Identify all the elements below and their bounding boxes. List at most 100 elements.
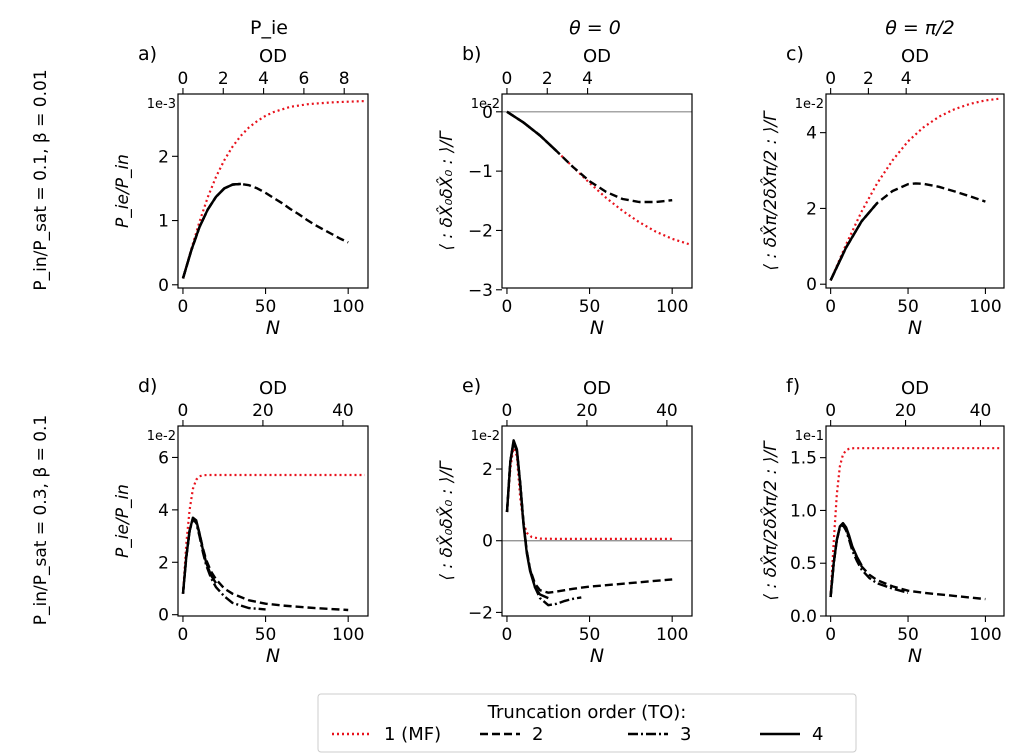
x-tick-label: 0 bbox=[502, 297, 513, 317]
series-line-to-2 bbox=[181, 182, 349, 279]
y-tick-label: 4 bbox=[158, 501, 169, 521]
top-tick-label: 40 bbox=[332, 401, 354, 421]
top-tick-label: 40 bbox=[970, 401, 992, 421]
legend-label: 3 bbox=[680, 724, 691, 745]
top-axis-label: OD bbox=[259, 46, 287, 67]
legend-entry-2: 2 bbox=[480, 724, 543, 745]
column-title-theta-0: θ = 0 bbox=[569, 17, 621, 39]
panel-letter: d) bbox=[138, 375, 157, 397]
y-tick-label: 0 bbox=[806, 275, 817, 295]
x-axis-label: N bbox=[908, 317, 922, 339]
panel-1: 0 50 100 N 0 2 4 6 8 OD a) 0 1 2 1e-3 P_ie/P_in bbox=[113, 43, 369, 339]
top-tick-label: 40 bbox=[656, 401, 678, 421]
y-tick-label: −2 bbox=[468, 221, 493, 241]
legend: Truncation order (TO): 1 (MF) 2 3 4 bbox=[317, 693, 857, 753]
column-title-pie: P_ie bbox=[250, 17, 288, 39]
y-tick-label: 1.0 bbox=[790, 501, 817, 521]
x-tick-label: 0 bbox=[502, 625, 513, 645]
y-tick-label: 0.5 bbox=[790, 554, 817, 574]
y-tick-label: −2 bbox=[468, 603, 493, 623]
top-axis-label: OD bbox=[583, 46, 611, 67]
row-label-2: P_in/P_sat = 0.3, β = 0.1 bbox=[31, 415, 51, 626]
x-tick-label: 100 bbox=[332, 625, 364, 645]
legend-frame bbox=[317, 693, 857, 753]
y-axis-label: ⟨ : δX̂₀δX̂₀ : ⟩/Γ bbox=[436, 460, 457, 581]
x-axis-label: N bbox=[590, 317, 604, 339]
top-tick-label: 0 bbox=[502, 69, 513, 89]
column-title-theta-pi2: θ = π/2 bbox=[885, 17, 955, 39]
x-tick-label: 100 bbox=[969, 625, 1001, 645]
series-line-to-4 bbox=[829, 202, 879, 281]
panel-4: 0 50 100 N 0 20 40 OD d) 0 2 4 6 1e-2 P_ie/P_in bbox=[113, 375, 369, 667]
legend-label: 1 (MF) bbox=[384, 724, 441, 745]
y-axis-label: ⟨ : δX̂π/2δX̂π/2 : ⟩/Γ bbox=[760, 110, 781, 271]
top-tick-label: 2 bbox=[218, 69, 229, 89]
legend-label: 2 bbox=[532, 724, 543, 745]
plot-frame bbox=[825, 93, 1005, 289]
y-tick-label: 0 bbox=[482, 532, 493, 552]
top-tick-label: 20 bbox=[576, 401, 598, 421]
y-tick-label: 1 bbox=[158, 212, 169, 232]
series-line-to-2 bbox=[829, 182, 986, 281]
y-tick-label: 0 bbox=[482, 103, 493, 123]
series-line-to-2 bbox=[506, 110, 673, 204]
plot-frame bbox=[177, 93, 369, 289]
x-axis-label: N bbox=[266, 645, 280, 667]
series-line-to-4 bbox=[829, 521, 863, 598]
series-line-to-4 bbox=[505, 439, 549, 600]
top-axis-label: OD bbox=[583, 378, 611, 399]
panel-letter: f) bbox=[786, 375, 800, 397]
series-line-to-3 bbox=[829, 202, 879, 281]
y-offset-label: 1e-1 bbox=[795, 429, 824, 444]
top-tick-label: 8 bbox=[339, 69, 350, 89]
top-tick-label: 0 bbox=[502, 401, 513, 421]
y-tick-label: 2 bbox=[158, 147, 169, 167]
x-axis-label: N bbox=[590, 645, 604, 667]
y-tick-label: 0 bbox=[158, 606, 169, 626]
x-tick-label: 50 bbox=[255, 625, 277, 645]
y-axis-label: P_ie/P_in bbox=[113, 154, 133, 228]
legend-entry-1: 1 (MF) bbox=[332, 724, 441, 745]
y-tick-label: −1 bbox=[468, 162, 493, 182]
y-tick-label: 2 bbox=[158, 553, 169, 573]
y-tick-label: 0 bbox=[158, 276, 169, 296]
series-line-to-1 bbox=[829, 447, 1001, 598]
top-tick-label: 20 bbox=[895, 401, 917, 421]
legend-label: 4 bbox=[812, 724, 823, 745]
series-line-to-2 bbox=[505, 440, 673, 594]
x-axis-label: N bbox=[266, 317, 280, 339]
x-tick-label: 100 bbox=[656, 625, 688, 645]
top-tick-label: 2 bbox=[542, 69, 553, 89]
series-line-to-1 bbox=[506, 110, 690, 246]
series-line-to-1 bbox=[829, 97, 1002, 281]
y-tick-label: 1.5 bbox=[790, 449, 817, 469]
y-tick-label: 0.0 bbox=[790, 607, 817, 627]
top-tick-label: 0 bbox=[178, 401, 189, 421]
y-offset-label: 1e-2 bbox=[147, 429, 176, 444]
plot-frame bbox=[501, 425, 693, 617]
x-tick-label: 50 bbox=[255, 297, 277, 317]
x-axis-label: N bbox=[908, 645, 922, 667]
series-line-to-4 bbox=[181, 516, 218, 594]
y-tick-label: 2 bbox=[806, 199, 817, 219]
x-tick-label: 100 bbox=[969, 297, 1001, 317]
y-tick-label: −3 bbox=[468, 281, 493, 301]
series-line-to-2 bbox=[829, 523, 986, 601]
x-tick-label: 0 bbox=[178, 297, 189, 317]
top-tick-label: 4 bbox=[582, 69, 593, 89]
top-axis-label: OD bbox=[259, 378, 287, 399]
y-offset-label: 1e-3 bbox=[147, 97, 176, 112]
y-offset-label: 1e-2 bbox=[795, 97, 824, 112]
y-offset-label: 1e-2 bbox=[471, 97, 500, 112]
legend-entry-3: 3 bbox=[628, 724, 691, 745]
plot-frame bbox=[177, 425, 369, 617]
series-line-to-4 bbox=[181, 182, 241, 279]
top-tick-label: 4 bbox=[901, 69, 912, 89]
top-tick-label: 0 bbox=[825, 69, 836, 89]
y-axis-label: ⟨ : δX̂₀δX̂₀ : ⟩/Γ bbox=[436, 130, 457, 251]
row-label-1: P_in/P_sat = 0.1, β = 0.01 bbox=[31, 69, 51, 290]
top-tick-label: 0 bbox=[825, 401, 836, 421]
y-tick-label: 4 bbox=[806, 124, 817, 144]
